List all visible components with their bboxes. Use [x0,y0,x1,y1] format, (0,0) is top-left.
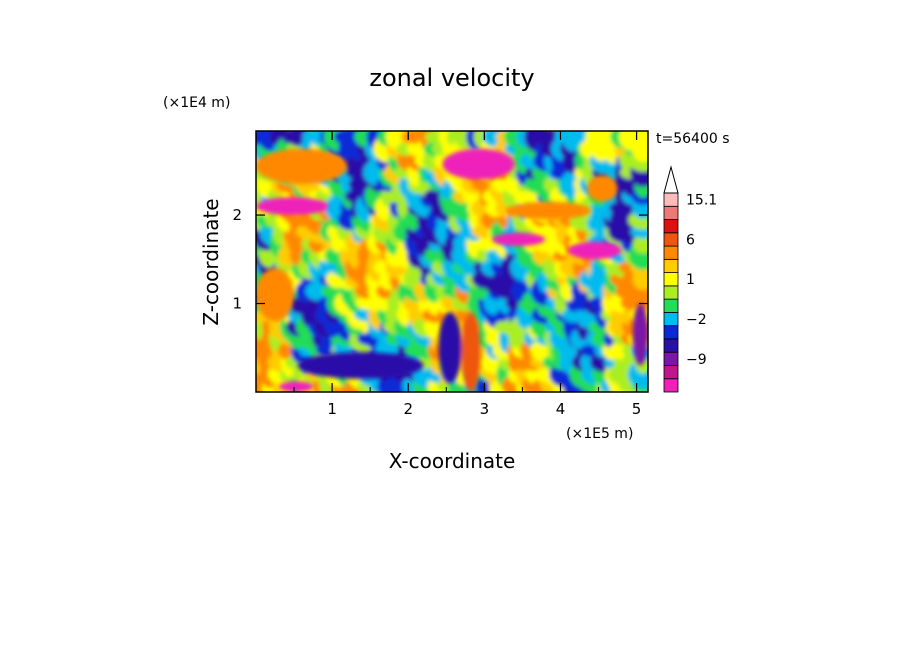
time-label: t=56400 s [656,131,730,147]
heatmap-field [256,131,648,392]
colorbar-swatch [663,285,679,300]
heatmap-band [632,303,648,366]
heatmap-band [461,312,481,392]
colorbar-label: 1 [686,272,695,288]
y-tick-label: 1 [232,295,242,313]
colorbar-label: 15.1 [686,193,717,209]
plot-axes: 1 2 3 4 5 1 2 [232,130,649,418]
heatmap-band [568,241,622,260]
heatmap-band [442,148,515,180]
x-tick-label: 2 [403,400,413,418]
heatmap-band [507,201,591,220]
x-tick-label: 4 [556,400,566,418]
colorbar-swatch [663,298,679,313]
heatmap-band [256,268,295,322]
colorbar-swatch [663,232,679,247]
y-unit-label: (×1E4 m) [163,95,230,111]
colorbar-swatch [663,351,679,366]
colorbar-swatch [663,205,679,220]
heatmap-band [587,175,618,202]
colorbar-swatch [663,365,679,380]
colorbar-label: 6 [686,232,695,248]
colorbar-swatch [663,272,679,287]
x-tick-label: 1 [327,400,337,418]
heatmap-band [278,381,314,392]
heatmap-band [297,352,424,379]
y-axis-title: Z-coordinate [199,198,223,325]
colorbar-swatch [663,192,679,207]
heatmap-band [256,148,348,185]
colorbar-label: −2 [686,312,707,328]
colorbar-swatch [663,338,679,353]
colorbar-extend-arrow [663,165,679,194]
heatmap-band [438,312,462,384]
colorbar-swatch [663,245,679,260]
x-tick-label: 5 [632,400,642,418]
x-unit-label: (×1E5 m) [566,426,633,442]
x-axis-title: X-coordinate [389,449,516,473]
x-tick-label: 3 [480,400,490,418]
heatmap-cell [632,233,648,254]
colorbar-label: −9 [686,352,707,368]
heatmap-band [256,197,329,216]
chart-title: zonal velocity [369,64,534,92]
heatmap-band [491,232,546,247]
colorbar-swatch [663,219,679,234]
y-tick-label: 2 [232,206,242,224]
colorbar-swatch [663,311,679,327]
colorbar: 15.1 6 1 −2 −9 [663,165,717,393]
colorbar-swatch [663,258,679,274]
plot-frame [255,130,649,393]
colorbar-swatch [663,325,679,340]
heatmap-cell [636,131,648,148]
colorbar-swatch [663,378,679,393]
